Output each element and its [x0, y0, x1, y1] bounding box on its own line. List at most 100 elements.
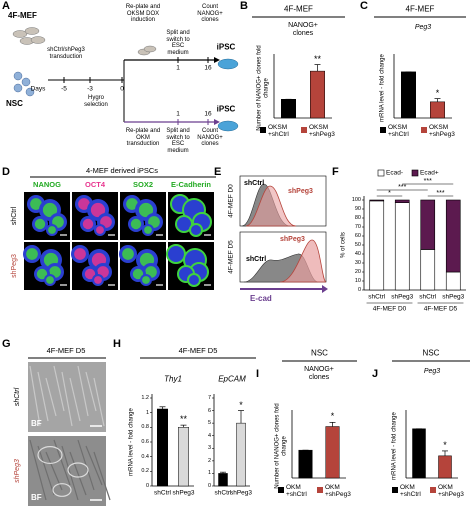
row-label: shPeg3 — [14, 459, 22, 483]
bar-segment — [445, 271, 461, 291]
significance: * — [239, 399, 243, 410]
legend-label: OKSM +shCtrl — [268, 124, 289, 139]
result-label: iPSC — [216, 42, 236, 52]
stain — [78, 198, 90, 210]
group-label: 4F-MEF D0 — [372, 305, 407, 313]
y-tick-label: 5 — [207, 420, 211, 427]
texture — [85, 445, 103, 486]
legend-swatch — [301, 127, 307, 133]
step-text: Split and switch to ESC medium — [166, 30, 190, 56]
chart-subtitle: NANOG+ clones — [288, 22, 318, 37]
result-label: iPSC — [216, 104, 236, 114]
legend-swatch — [260, 127, 266, 133]
chart-title: NSC — [311, 348, 328, 358]
panel-label: C — [360, 0, 368, 12]
bar-segment — [420, 199, 436, 250]
chart-title: Thy1 — [164, 374, 182, 384]
stain — [144, 226, 152, 234]
arrow-head — [214, 119, 220, 125]
y-axis-label: Number of NANOG+ clones fold change — [256, 45, 269, 131]
day-label: -3 — [87, 85, 93, 93]
significance: ** — [313, 53, 322, 64]
row-label: shCtrl — [11, 206, 19, 226]
significance: * — [443, 439, 447, 450]
bar-segment — [394, 202, 410, 291]
cell-icon — [13, 83, 23, 93]
membrane — [189, 223, 203, 237]
stain — [46, 276, 54, 284]
y-tick-label: 10 — [354, 277, 361, 284]
bar — [412, 428, 426, 479]
y-tick-label: 1 — [145, 409, 149, 416]
row-label: shCtrl — [14, 387, 22, 407]
texture — [37, 371, 49, 422]
step-text: Hygro selection — [84, 95, 108, 108]
membrane — [187, 273, 201, 287]
chart-subtitle: NANOG+ clones — [304, 366, 334, 381]
panel-label: D — [2, 166, 10, 178]
texture — [29, 365, 41, 427]
column-label: SOX2 — [132, 179, 154, 189]
y-tick-label: 50 — [354, 241, 361, 248]
legend-swatch — [317, 487, 323, 493]
x-tick-label: shCtrl — [419, 293, 437, 301]
arrow-head — [322, 285, 328, 293]
texture — [53, 365, 65, 412]
membrane — [175, 215, 193, 233]
y-axis-label: mRNA level - fold change — [128, 408, 135, 476]
nucleus — [188, 274, 200, 286]
stain — [82, 218, 94, 230]
x-tick-label: shPeg3 — [172, 489, 195, 497]
cell-icon — [25, 87, 35, 97]
legend-label: OKM +shPeg3 — [438, 484, 464, 499]
colony — [37, 446, 63, 465]
y-tick-label: 0.8 — [141, 424, 149, 431]
image-label: BF — [31, 493, 42, 502]
x-tick-label: shPeg3 — [229, 489, 253, 497]
panel-label: E — [214, 166, 222, 178]
y-tick-label: 4 — [207, 432, 211, 439]
legend-swatch — [421, 127, 427, 133]
legend-swatch — [430, 487, 436, 493]
y-tick-label: 1.2 — [141, 394, 149, 401]
day-label: -5 — [61, 85, 67, 93]
panel-title: 4-MEF derived iPSCs — [85, 165, 159, 175]
chart-subtitle: Peg3 — [423, 368, 441, 375]
bar — [157, 408, 168, 487]
x-tick-label: shCtrl — [368, 293, 386, 301]
stain — [138, 202, 154, 218]
y-tick-label: 30 — [354, 259, 361, 266]
nucleus — [176, 216, 192, 232]
texture — [93, 451, 111, 501]
x-axis-label: E-cad — [250, 294, 272, 303]
panel-label: B — [240, 0, 248, 12]
legend-label: shPeg3 — [288, 188, 313, 195]
row-label: shPeg3 — [11, 254, 19, 278]
day-label: 16 — [204, 64, 212, 72]
day-label: 0 — [120, 85, 124, 93]
y-tick-label: 0.2 — [141, 468, 149, 475]
texture — [69, 377, 81, 422]
y-axis-label: mRNA level - fold change — [379, 54, 386, 122]
nucleus — [167, 245, 185, 263]
bar — [438, 455, 452, 479]
bar-segment — [369, 200, 385, 291]
stain — [48, 226, 56, 234]
stain — [42, 202, 58, 218]
panel-label: F — [332, 166, 339, 178]
panel-label: G — [2, 338, 11, 350]
colony — [67, 462, 89, 478]
y-tick-label: 0.4 — [141, 453, 149, 460]
significance: * — [435, 87, 440, 98]
legend-label: OKM +shCtrl — [286, 484, 307, 499]
bar-segment — [420, 249, 436, 291]
day-label: 16 — [204, 110, 212, 118]
y-tick-label: 0 — [207, 482, 211, 489]
x-tick-label: shPeg3 — [391, 293, 414, 301]
arrow-head — [214, 57, 220, 63]
group-label: 4F-MEF D5 — [423, 305, 458, 313]
step-text: Count NANOG+ clones — [197, 128, 223, 148]
cell-icon — [13, 71, 23, 81]
bar-segment — [394, 199, 410, 203]
